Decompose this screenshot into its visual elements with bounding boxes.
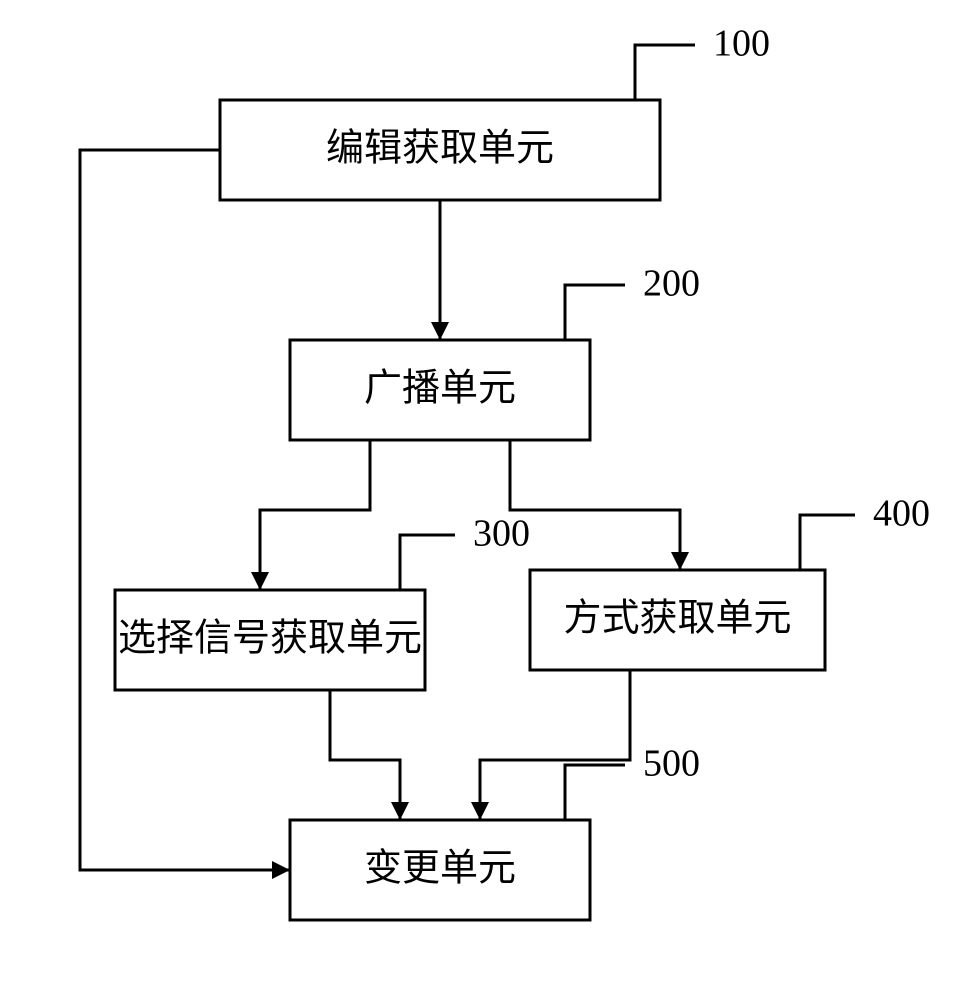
arrowhead-n300-n500 [391, 802, 409, 820]
node-n100: 编辑获取单元 [220, 100, 660, 200]
node-n300: 选择信号获取单元 [115, 590, 425, 690]
arrowhead-n400-n500 [471, 802, 489, 820]
leader-n100 [635, 45, 695, 100]
node-n400: 方式获取单元 [530, 570, 825, 670]
node-n500: 变更单元 [290, 820, 590, 920]
node-label-n200: 广播单元 [364, 368, 516, 410]
arrowhead-n100-n200 [431, 322, 449, 340]
node-n200: 广播单元 [290, 340, 590, 440]
tag-n100: 100 [713, 23, 770, 65]
tag-n200: 200 [643, 263, 700, 305]
node-label-n400: 方式获取单元 [563, 598, 791, 640]
node-label-n300: 选择信号获取单元 [118, 618, 422, 660]
leader-n200 [565, 285, 625, 340]
arrowhead-n200-n300 [251, 572, 269, 590]
node-label-n500: 变更单元 [364, 848, 516, 890]
node-label-n100: 编辑获取单元 [326, 128, 554, 170]
arrowhead-n200-n400 [671, 552, 689, 570]
tag-n400: 400 [873, 493, 930, 535]
tag-n300: 300 [473, 513, 530, 555]
leader-n500 [565, 765, 625, 820]
flowchart-diagram: 编辑获取单元广播单元选择信号获取单元 方式获取单元变更单元 100 200 300 400… [0, 0, 978, 1000]
edge-n400-n500 [480, 670, 630, 820]
tag-n500: 500 [643, 743, 700, 785]
arrowhead-n100-n500 [272, 861, 290, 879]
edge-n200-n400 [510, 440, 680, 570]
edge-n200-n300 [260, 440, 370, 590]
leader-n300 [400, 535, 455, 590]
edge-n300-n500 [330, 690, 400, 820]
leader-n400 [800, 515, 855, 570]
